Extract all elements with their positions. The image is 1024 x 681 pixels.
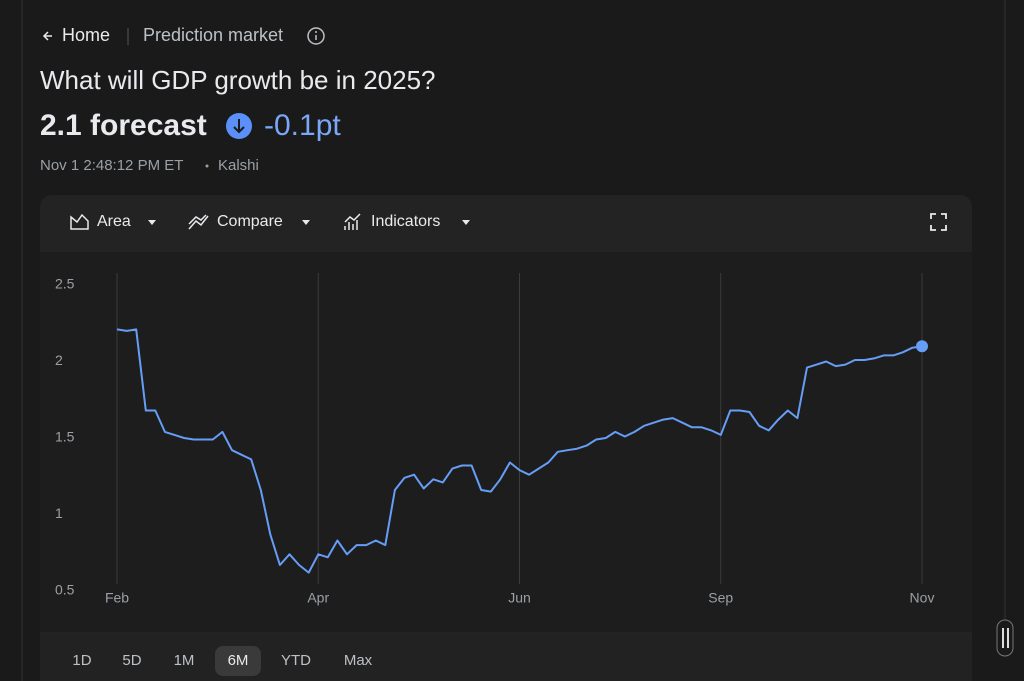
x-tick-label: Nov <box>910 590 935 606</box>
range-option[interactable]: 1M <box>174 652 195 669</box>
chart-area <box>40 252 972 632</box>
section-label: Prediction market <box>143 25 283 45</box>
toolbar-button[interactable]: Area <box>97 213 131 230</box>
range-selected <box>215 646 261 676</box>
back-link[interactable]: Home <box>42 25 110 45</box>
range-option[interactable]: 6M <box>228 652 249 669</box>
range-option[interactable]: Max <box>344 652 373 669</box>
data-line <box>116 328 923 574</box>
range-option[interactable]: 5D <box>122 652 141 669</box>
page-title: What will GDP growth be in 2025? <box>40 65 436 95</box>
source: Kalshi <box>218 157 259 174</box>
range-option[interactable]: 1D <box>72 652 91 669</box>
area-icon <box>70 213 89 230</box>
dropdown-caret <box>462 220 470 225</box>
indicators-icon <box>344 213 361 230</box>
scroll-handle[interactable] <box>996 619 1014 657</box>
dropdown-caret <box>302 220 310 225</box>
dot-separator <box>205 164 209 168</box>
back-label[interactable]: Home <box>62 25 110 45</box>
back-arrow <box>42 31 52 41</box>
x-tick-label: Sep <box>708 590 733 606</box>
x-tick-label: Jun <box>508 590 531 606</box>
x-tick-label: Apr <box>307 590 329 606</box>
info-icon[interactable] <box>307 27 325 45</box>
last-point <box>916 340 928 353</box>
range-option[interactable]: YTD <box>281 652 311 669</box>
toolbar-button[interactable]: Indicators <box>371 213 440 230</box>
y-tick-label: 1 <box>55 505 63 521</box>
y-tick-label: 2.5 <box>55 276 75 292</box>
dropdown-caret <box>148 220 156 225</box>
y-tick-label: 2 <box>55 352 63 368</box>
timestamp: Nov 1 2:48:12 PM ET <box>40 157 183 174</box>
forecast: 2.1 forecast <box>40 109 207 142</box>
y-tick-label: 0.5 <box>55 582 75 598</box>
compare-icon <box>188 214 209 230</box>
x-tick-label: Feb <box>105 590 129 606</box>
change: -0.1pt <box>264 109 341 142</box>
y-tick-label: 1.5 <box>55 429 75 445</box>
down-icon <box>226 113 252 139</box>
range-bar <box>40 636 972 681</box>
toolbar-button[interactable]: Compare <box>217 213 283 230</box>
fullscreen-icon[interactable] <box>930 213 947 231</box>
